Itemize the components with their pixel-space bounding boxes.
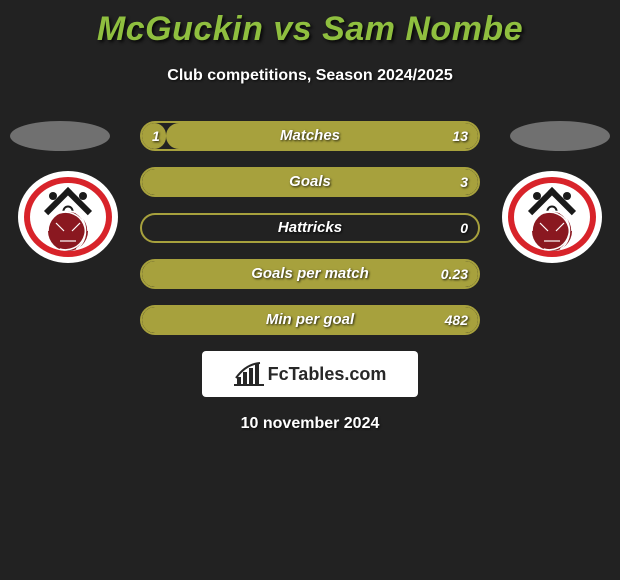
stat-row: Goals per match0.23 — [140, 259, 480, 289]
left-blank-ellipse — [10, 121, 110, 151]
stat-label: Hattricks — [142, 215, 478, 241]
club-crest-icon — [502, 171, 602, 263]
vs-text: vs — [273, 10, 312, 48]
stat-row: Matches1 13 — [140, 121, 480, 151]
stat-value-left: 1 — [152, 123, 160, 149]
subtitle: Club competitions, Season 2024/2025 — [0, 67, 620, 85]
stat-value-right: 13 — [452, 123, 468, 149]
bar-chart-icon — [234, 361, 264, 387]
stat-value-right: 0 — [460, 215, 468, 241]
date-text: 10 november 2024 — [0, 415, 620, 433]
stat-label: Min per goal — [142, 307, 478, 333]
right-blank-ellipse — [510, 121, 610, 151]
player-left-badge — [18, 171, 118, 263]
fctables-logo-text: FcTables.com — [268, 364, 387, 385]
stat-row: Min per goal482 — [140, 305, 480, 335]
stat-value-right: 0.23 — [441, 261, 468, 287]
fctables-logo[interactable]: FcTables.com — [202, 351, 418, 397]
stats-area: Matches1 13 Goals3 Hattricks0 Goals per matc… — [0, 121, 620, 335]
comparison-title: McGuckin vs Sam Nombe — [0, 0, 620, 49]
player-left-name: McGuckin — [97, 10, 263, 48]
stat-row: Goals3 — [140, 167, 480, 197]
club-crest-icon — [18, 171, 118, 263]
stat-label: Matches — [142, 123, 478, 149]
player-right-badge — [502, 171, 602, 263]
player-right-name: Sam Nombe — [322, 10, 523, 48]
stat-label: Goals — [142, 169, 478, 195]
stat-label: Goals per match — [142, 261, 478, 287]
stat-row: Hattricks0 — [140, 213, 480, 243]
stat-value-right: 482 — [445, 307, 468, 333]
stats-list: Matches1 13 Goals3 Hattricks0 Goals per matc… — [140, 121, 480, 335]
stat-value-right: 3 — [460, 169, 468, 195]
